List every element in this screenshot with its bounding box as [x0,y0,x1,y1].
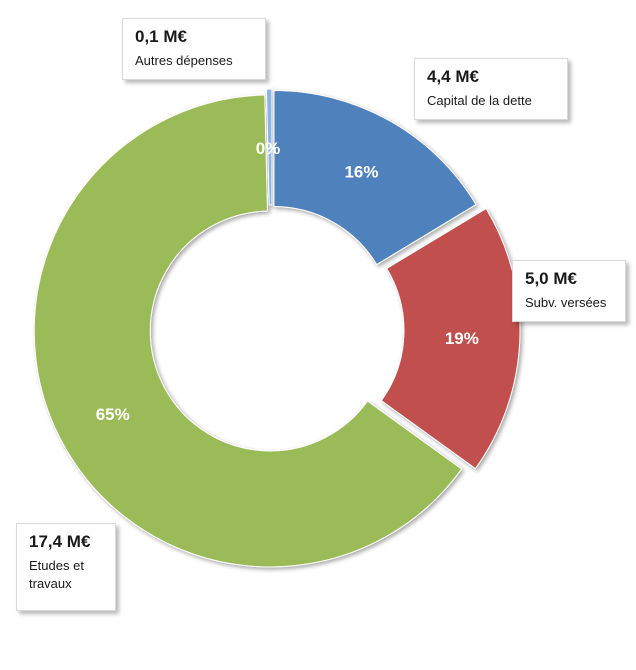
callout-capital-dette: 4,4 M€ Capital de la dette [414,58,568,120]
slice-capital-dette [273,90,477,266]
percent-label-subv-versees: 19% [445,329,479,348]
amount-subv-versees: 5,0 M€ [525,269,577,288]
label-capital-dette: Capital de la dette [427,93,532,108]
label-subv-versees: Subv. versées [525,295,607,310]
callout-etudes-travaux: 17,4 M€ Etudes et travaux [16,523,116,611]
callout-subv-versees: 5,0 M€ Subv. versées [512,260,626,322]
label-etudes-travaux: Etudes et travaux [29,558,84,591]
callout-autres-depenses: 0,1 M€ Autres dépenses [122,18,266,80]
label-autres-depenses: Autres dépenses [135,53,233,68]
percent-label-autres-depenses: 0% [256,139,281,158]
percent-label-capital-dette: 16% [344,163,378,182]
amount-etudes-travaux: 17,4 M€ [29,532,91,551]
slice-etudes-travaux [33,94,463,568]
amount-capital-dette: 4,4 M€ [427,67,479,86]
slice-autres-depenses [265,88,273,206]
amount-autres-depenses: 0,1 M€ [135,27,187,46]
percent-label-etudes-travaux: 65% [96,405,130,424]
